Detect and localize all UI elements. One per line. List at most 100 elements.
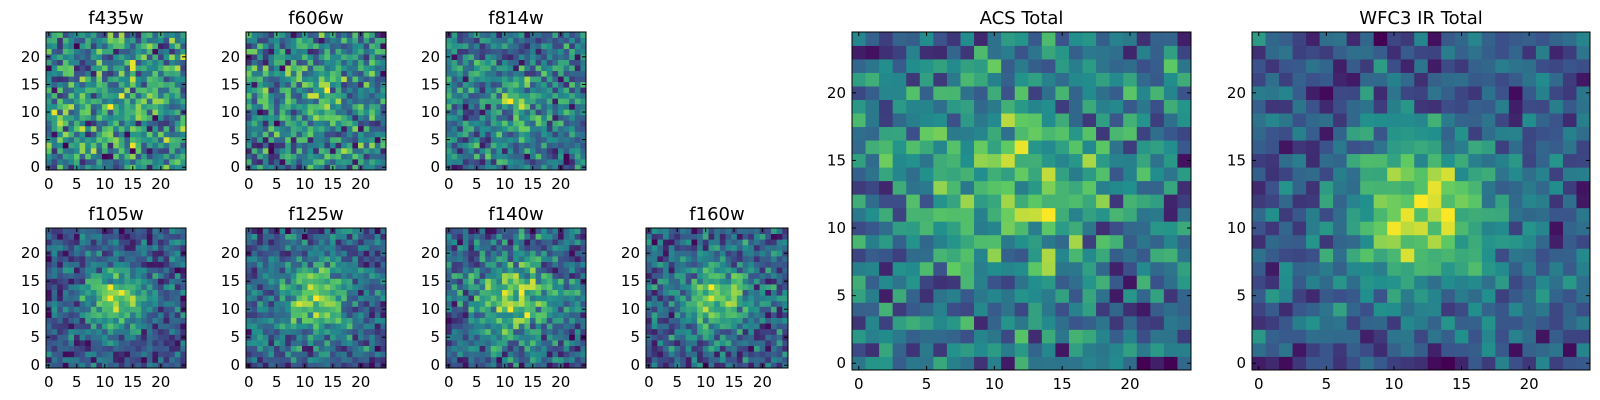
heatmap-cell: [1041, 194, 1056, 209]
heatmap-cell: [141, 239, 148, 246]
heatmap-cell: [262, 114, 269, 121]
heatmap-cell: [62, 284, 69, 290]
heatmap-cell: [714, 278, 721, 285]
heatmap-cell: [262, 92, 269, 99]
heatmap-cell: [680, 256, 687, 262]
heatmap-cell: [674, 340, 681, 346]
heatmap-cell: [251, 300, 258, 307]
heatmap-cell: [1136, 288, 1151, 303]
heatmap-cell: [513, 256, 520, 262]
heatmap-cell: [580, 70, 587, 77]
heatmap-cell: [251, 59, 258, 66]
heatmap-cell: [524, 362, 531, 369]
heatmap-cell: [719, 239, 726, 246]
heatmap-cell: [490, 153, 497, 160]
heatmap-cell: [324, 356, 331, 363]
heatmap-cell: [124, 32, 131, 38]
heatmap-cell: [130, 317, 136, 324]
heatmap-cell: [141, 59, 148, 66]
heatmap-cell: [307, 92, 314, 99]
heatmap-cell: [479, 136, 486, 143]
heatmap-cell: [313, 147, 320, 154]
heatmap-cell: [485, 306, 492, 313]
heatmap-cell: [346, 164, 353, 171]
heatmap-cell: [290, 87, 297, 94]
heatmap-cell: [369, 87, 376, 94]
heatmap-cell: [691, 278, 698, 285]
heatmap-cell: [451, 59, 458, 66]
heatmap-cell: [691, 340, 698, 346]
heatmap-cell: [158, 92, 164, 99]
heatmap-cell: [558, 48, 564, 55]
heatmap-cell: [107, 306, 114, 313]
heatmap-cell: [558, 351, 564, 358]
heatmap-cell: [742, 362, 749, 369]
x-tick-label: 0: [44, 175, 54, 193]
heatmap-cell: [369, 37, 376, 44]
heatmap-cell: [919, 194, 934, 209]
heatmap-cell: [163, 289, 170, 296]
heatmap-cell: [668, 289, 675, 296]
heatmap-cell: [363, 362, 370, 369]
heatmap-cell: [759, 345, 766, 352]
heatmap-cell: [708, 256, 715, 262]
heatmap-cell: [296, 142, 303, 149]
heatmap-cell: [1136, 315, 1151, 330]
heatmap-cell: [535, 32, 542, 38]
heatmap-cell: [680, 295, 687, 302]
heatmap-cell: [446, 328, 452, 335]
heatmap-cell: [130, 92, 136, 99]
heatmap-cell: [468, 328, 475, 335]
heatmap-cell: [524, 92, 531, 99]
heatmap-cell: [946, 207, 961, 222]
heatmap-cell: [107, 289, 114, 296]
heatmap-cell: [574, 317, 581, 324]
heatmap-cell: [852, 167, 866, 182]
heatmap-cell: [446, 284, 452, 290]
heatmap-cell: [457, 147, 464, 154]
heatmap-cell: [174, 362, 181, 369]
heatmap-cell: [274, 345, 280, 352]
heatmap-cell: [770, 289, 778, 296]
heatmap-cell: [57, 323, 64, 330]
heatmap-cell: [748, 261, 755, 268]
heatmap-cell: [574, 136, 581, 143]
heatmap-cell: [485, 300, 492, 307]
heatmap-cell: [102, 48, 108, 55]
heatmap-cell: [68, 244, 75, 251]
heatmap-cell: [776, 312, 783, 318]
heatmap-cell: [563, 164, 570, 171]
heatmap-cell: [279, 244, 286, 251]
heatmap-cell: [569, 233, 576, 240]
heatmap-cell: [919, 356, 934, 371]
heatmap-cell: [296, 136, 303, 143]
heatmap-cell: [1028, 288, 1043, 303]
heatmap-cell: [57, 228, 64, 234]
heatmap-cell: [714, 256, 721, 262]
heatmap-cell: [558, 92, 564, 99]
heatmap-cell: [180, 43, 187, 49]
heatmap-cell: [507, 109, 514, 116]
heatmap-cell: [558, 323, 564, 330]
heatmap-cell: [507, 125, 514, 132]
heatmap-cell: [307, 233, 314, 240]
heatmap-cell: [446, 70, 452, 77]
heatmap-cell: [257, 54, 264, 60]
heatmap-cell: [1068, 234, 1083, 249]
heatmap-cell: [541, 295, 548, 302]
panel-title: f140w: [488, 204, 543, 225]
heatmap-cell: [552, 244, 559, 251]
heatmap-cell: [474, 98, 480, 105]
heatmap-cell: [933, 180, 948, 195]
heatmap-cell: [57, 54, 64, 60]
heatmap-cell: [268, 362, 275, 369]
heatmap-cell: [742, 289, 749, 296]
heatmap-cell: [152, 261, 159, 268]
heatmap-cell: [960, 180, 975, 195]
heatmap-cell: [668, 345, 675, 352]
heatmap-cell: [141, 278, 148, 285]
heatmap-cell: [663, 278, 670, 285]
heatmap-cell: [380, 131, 387, 138]
heatmap-cell: [290, 37, 297, 44]
heatmap-cell: [74, 317, 80, 324]
